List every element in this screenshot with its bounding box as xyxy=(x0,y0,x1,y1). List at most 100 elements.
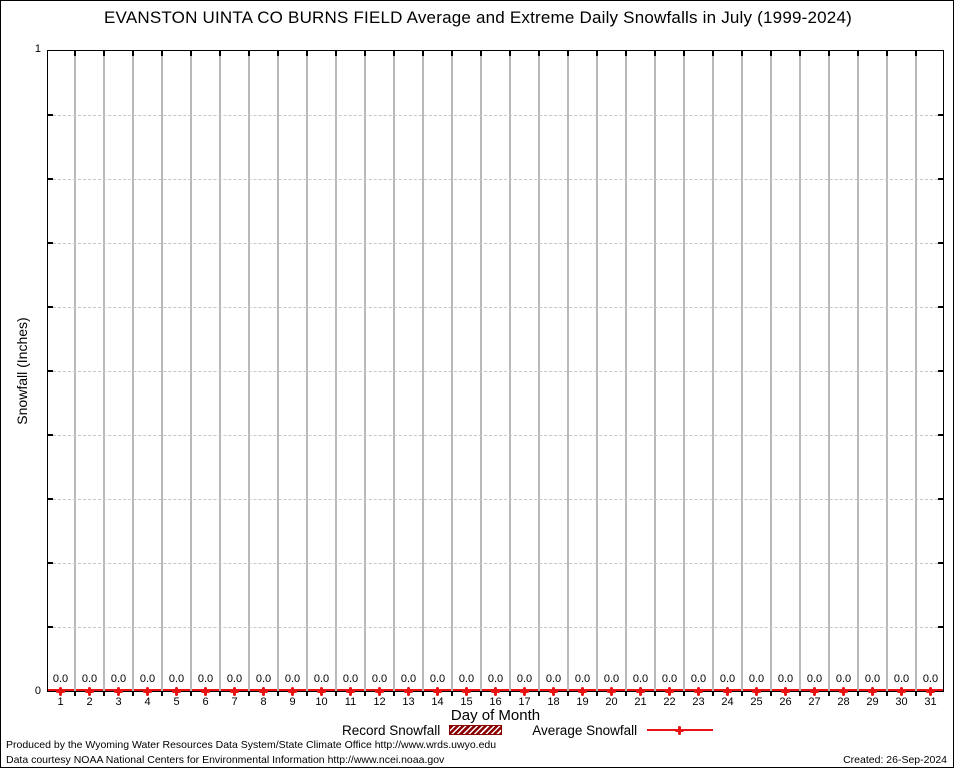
x-tick-top xyxy=(712,51,714,56)
x-tick-label: 9 xyxy=(289,696,296,708)
data-marker-icon xyxy=(143,686,152,696)
x-tick-bottom xyxy=(596,691,598,696)
x-tick-top xyxy=(393,51,395,56)
data-marker-icon xyxy=(114,686,123,696)
data-marker-icon xyxy=(259,686,268,696)
x-tick-bottom xyxy=(828,691,830,696)
x-tick-bottom xyxy=(219,691,221,696)
y-tick-label-min: 0 xyxy=(34,685,41,697)
data-marker-icon xyxy=(694,686,703,696)
data-marker-icon xyxy=(665,686,674,696)
value-label: 0.0 xyxy=(864,673,881,685)
x-tick-bottom xyxy=(886,691,888,696)
x-tick-label: 27 xyxy=(808,696,821,708)
grid-line-horizontal xyxy=(48,563,943,564)
x-tick-bottom xyxy=(538,691,540,696)
data-marker-icon xyxy=(462,686,471,696)
footer-attribution-1: Produced by the Wyoming Water Resources … xyxy=(6,739,497,751)
x-tick-top xyxy=(770,51,772,56)
average-marker-icon xyxy=(675,725,685,735)
data-marker-icon xyxy=(317,686,326,696)
x-tick-bottom xyxy=(509,691,511,696)
x-tick-label: 25 xyxy=(750,696,763,708)
x-tick-top xyxy=(538,51,540,56)
data-marker-icon xyxy=(636,686,645,696)
x-tick-label: 15 xyxy=(460,696,473,708)
x-tick-bottom xyxy=(161,691,163,696)
x-tick-bottom xyxy=(915,691,917,696)
x-tick-label: 8 xyxy=(260,696,267,708)
x-tick-top xyxy=(915,51,917,56)
x-tick-top xyxy=(74,51,76,56)
x-tick-label: 12 xyxy=(373,696,386,708)
x-tick-bottom xyxy=(683,691,685,696)
value-label: 0.0 xyxy=(81,673,98,685)
x-tick-top xyxy=(886,51,888,56)
value-label: 0.0 xyxy=(719,673,736,685)
x-tick-bottom xyxy=(451,691,453,696)
data-marker-icon xyxy=(404,686,413,696)
footer-attribution-2: Data courtesy NOAA National Centers for … xyxy=(6,754,445,766)
x-tick-top xyxy=(799,51,801,56)
value-label: 0.0 xyxy=(835,673,852,685)
value-label: 0.0 xyxy=(690,673,707,685)
x-tick-bottom xyxy=(364,691,366,696)
data-marker-icon xyxy=(520,686,529,696)
data-marker-icon xyxy=(172,686,181,696)
value-label: 0.0 xyxy=(661,673,678,685)
average-snowfall-line-sample-icon xyxy=(647,725,714,735)
x-tick-top xyxy=(828,51,830,56)
x-tick-bottom xyxy=(770,691,772,696)
x-tick-label: 6 xyxy=(202,696,209,708)
grid-line-horizontal xyxy=(48,243,943,244)
x-tick-bottom xyxy=(654,691,656,696)
legend-record-label: Record Snowfall xyxy=(342,722,441,738)
y-tick-right xyxy=(938,562,943,564)
value-label: 0.0 xyxy=(458,673,475,685)
value-label: 0.0 xyxy=(574,673,591,685)
x-tick-bottom xyxy=(393,691,395,696)
y-tick-left xyxy=(48,434,53,436)
x-tick-bottom xyxy=(335,691,337,696)
x-tick-top xyxy=(190,51,192,56)
x-tick-top xyxy=(364,51,366,56)
data-marker-icon xyxy=(491,686,500,696)
y-tick-right xyxy=(938,434,943,436)
x-tick-top xyxy=(567,51,569,56)
x-tick-label: 7 xyxy=(231,696,238,708)
value-label: 0.0 xyxy=(806,673,823,685)
x-tick-label: 13 xyxy=(402,696,415,708)
y-tick-right xyxy=(938,114,943,116)
y-tick-right xyxy=(938,242,943,244)
x-tick-top xyxy=(480,51,482,56)
value-label: 0.0 xyxy=(487,673,504,685)
value-label: 0.0 xyxy=(168,673,185,685)
data-marker-icon xyxy=(85,686,94,696)
x-tick-label: 28 xyxy=(837,696,850,708)
y-tick-left xyxy=(48,370,53,372)
data-marker-icon xyxy=(897,686,906,696)
plot-area: 0.0 1 0.0 2 0.0 3 0.0 4 0.0 5 0.0 6 0.0 7 0.0 8 0.0 9 0.0 1… xyxy=(47,50,944,708)
x-tick-label: 26 xyxy=(779,696,792,708)
y-tick-left xyxy=(48,498,53,500)
y-tick-right xyxy=(938,626,943,628)
grid-line-horizontal xyxy=(48,499,943,500)
x-tick-top xyxy=(103,51,105,56)
footer-created-date: Created: 26-Sep-2024 xyxy=(843,754,947,766)
x-tick-label: 17 xyxy=(518,696,531,708)
y-tick-left xyxy=(48,114,53,116)
x-tick-bottom xyxy=(306,691,308,696)
x-tick-label: 16 xyxy=(489,696,502,708)
value-label: 0.0 xyxy=(893,673,910,685)
data-marker-icon xyxy=(781,686,790,696)
x-tick-label: 2 xyxy=(86,696,93,708)
y-tick-label-max: 1 xyxy=(34,43,41,55)
y-tick-left xyxy=(48,626,53,628)
data-marker-icon xyxy=(433,686,442,696)
grid-line-horizontal xyxy=(48,435,943,436)
value-label: 0.0 xyxy=(371,673,388,685)
value-label: 0.0 xyxy=(545,673,562,685)
x-tick-top xyxy=(277,51,279,56)
x-tick-bottom xyxy=(190,691,192,696)
